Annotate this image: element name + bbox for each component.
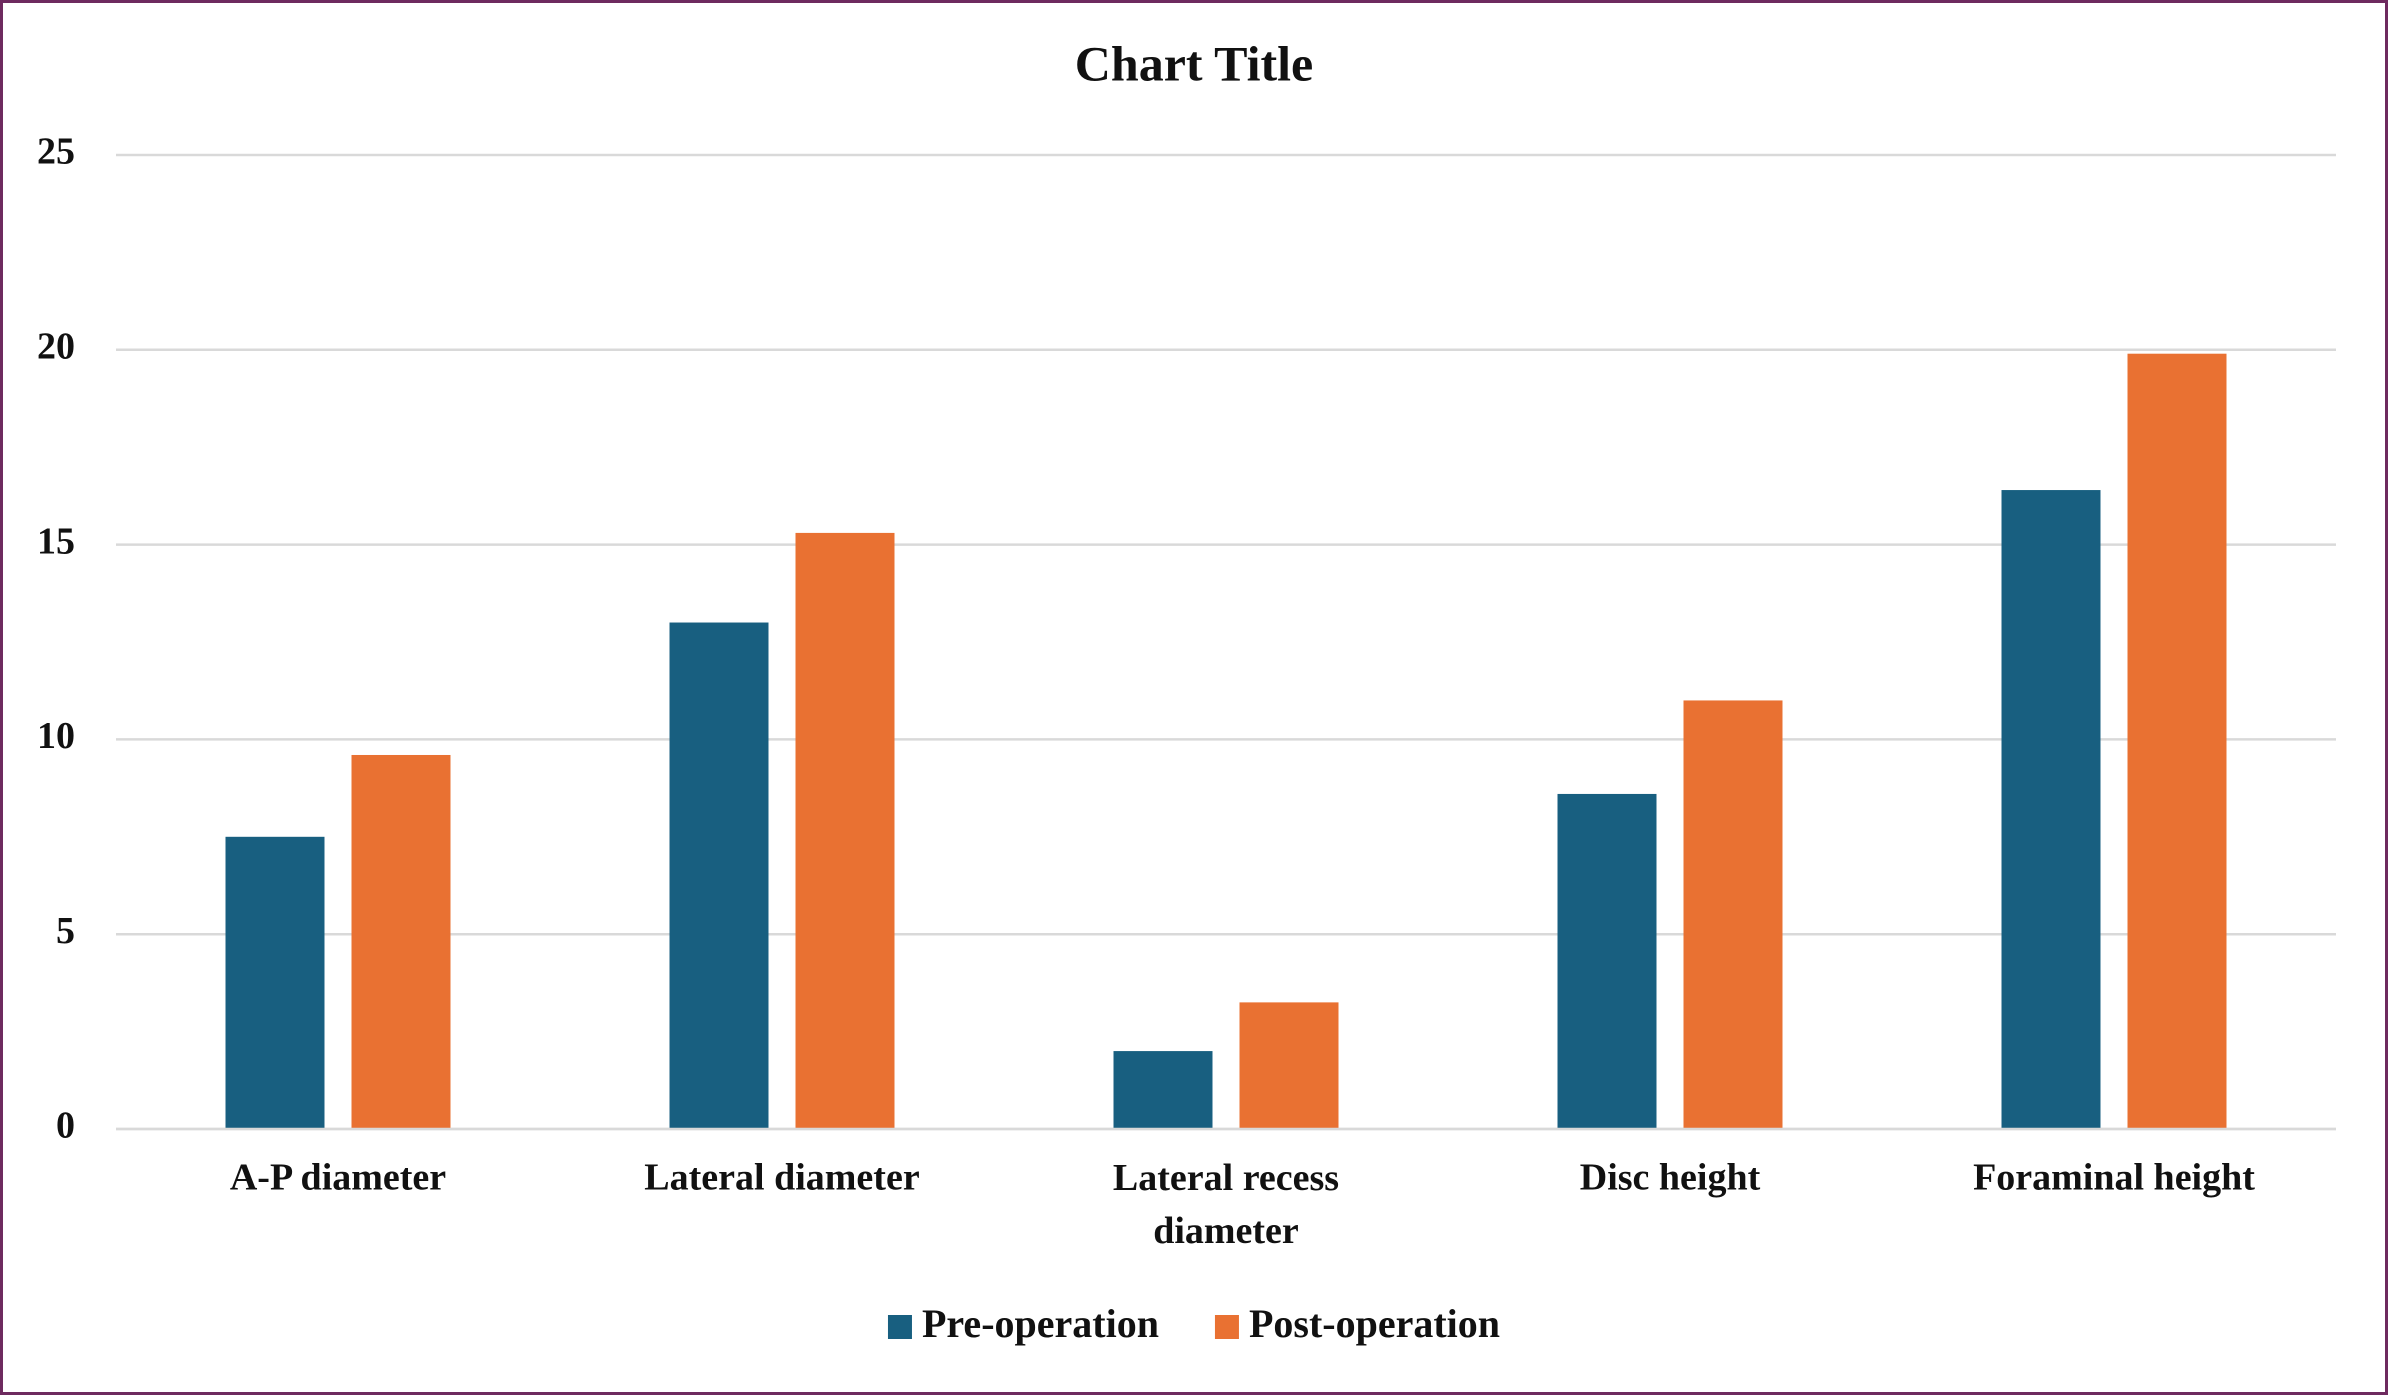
x-tick-label: Disc height xyxy=(1580,1157,1761,1199)
y-tick-label: 5 xyxy=(56,910,75,952)
legend-label: Pre-operation xyxy=(922,1301,1159,1346)
x-tick-label: Lateral diameter xyxy=(644,1157,920,1199)
y-tick-label: 0 xyxy=(56,1105,75,1147)
bar xyxy=(1557,793,1657,1129)
x-tick-label: Foraminal height xyxy=(1973,1157,2255,1199)
y-tick-label: 25 xyxy=(37,131,75,173)
x-tick-label: A-P diameter xyxy=(230,1157,446,1199)
y-tick-label: 15 xyxy=(37,520,75,562)
bar xyxy=(225,836,325,1129)
y-tick-label: 20 xyxy=(37,326,75,368)
y-tick-label: 10 xyxy=(37,715,75,757)
bar xyxy=(669,622,769,1129)
legend: Pre-operation Post-operation xyxy=(887,1301,1500,1346)
chart-title: Chart Title xyxy=(1075,35,1313,91)
legend-swatch xyxy=(887,1315,912,1339)
bar xyxy=(1239,1002,1339,1129)
legend-label: Post-operation xyxy=(1249,1301,1500,1346)
bar xyxy=(2127,353,2227,1129)
bar xyxy=(1113,1051,1213,1129)
x-tick-label: Lateral recess diameter xyxy=(1113,1157,1339,1252)
bar xyxy=(351,754,451,1129)
bar xyxy=(1683,700,1783,1129)
bar xyxy=(795,532,895,1129)
bar xyxy=(2001,490,2101,1129)
legend-swatch xyxy=(1214,1315,1239,1339)
